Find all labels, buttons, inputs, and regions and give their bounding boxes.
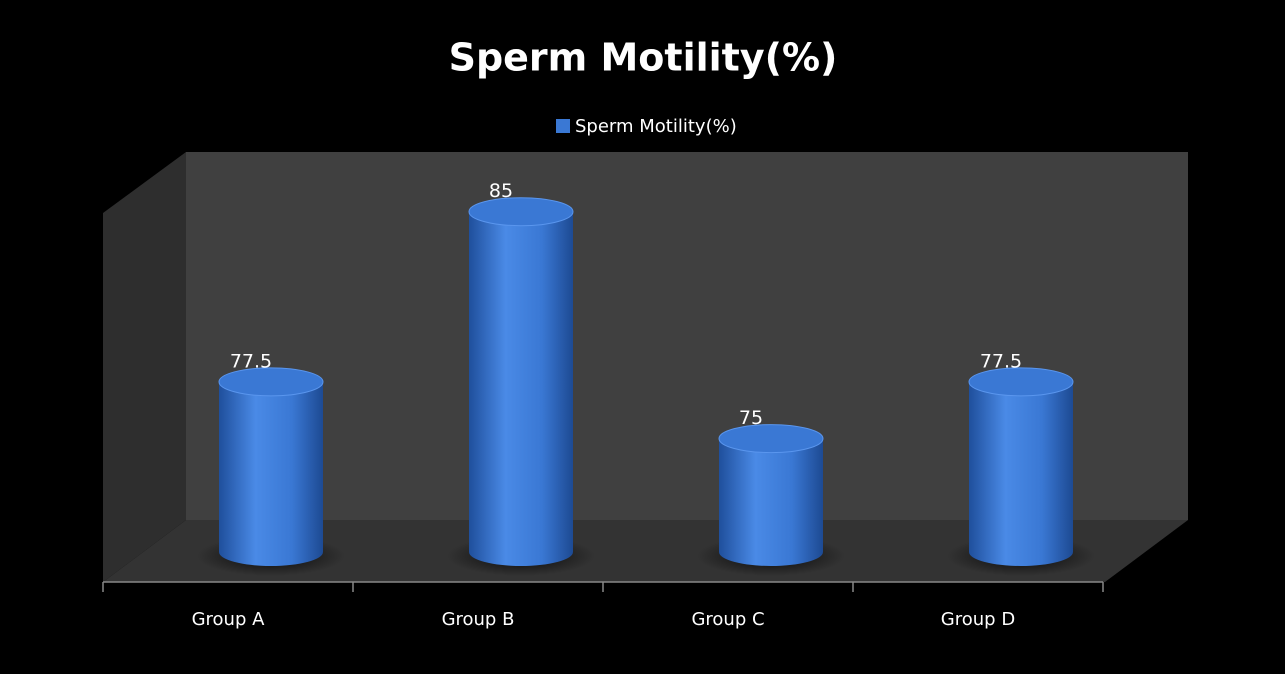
value-label: 75 (739, 407, 763, 429)
bar-bottom (969, 538, 1073, 566)
bar-top (468, 197, 574, 227)
bar (968, 367, 1074, 566)
bar (468, 197, 574, 566)
side-wall (103, 152, 186, 582)
legend: Sperm Motility(%) (556, 116, 737, 137)
x-tick-label: Group A (192, 609, 266, 630)
value-label: 85 (489, 180, 513, 202)
bar (718, 424, 824, 566)
back-wall (186, 152, 1188, 520)
x-tick-label: Group C (691, 609, 764, 630)
bar-bottom (719, 538, 823, 566)
legend-label: Sperm Motility(%) (575, 116, 737, 137)
bar-top (718, 424, 824, 454)
x-tick-label: Group D (941, 609, 1015, 630)
value-label: 77.5 (980, 350, 1022, 372)
bar-body (969, 381, 1073, 552)
bar-bottom (219, 538, 323, 566)
value-label: 77.5 (230, 350, 272, 372)
bar-body (219, 381, 323, 552)
bar-top (968, 367, 1074, 397)
bar-bottom (469, 538, 573, 566)
legend-swatch (556, 119, 570, 133)
bar-body (719, 438, 823, 552)
floor (103, 520, 1188, 582)
bar-top (218, 367, 324, 397)
bar-body (469, 211, 573, 552)
chart-title: Sperm Motility(%) (449, 36, 838, 80)
bar (218, 367, 324, 566)
x-tick-label: Group B (442, 609, 515, 630)
